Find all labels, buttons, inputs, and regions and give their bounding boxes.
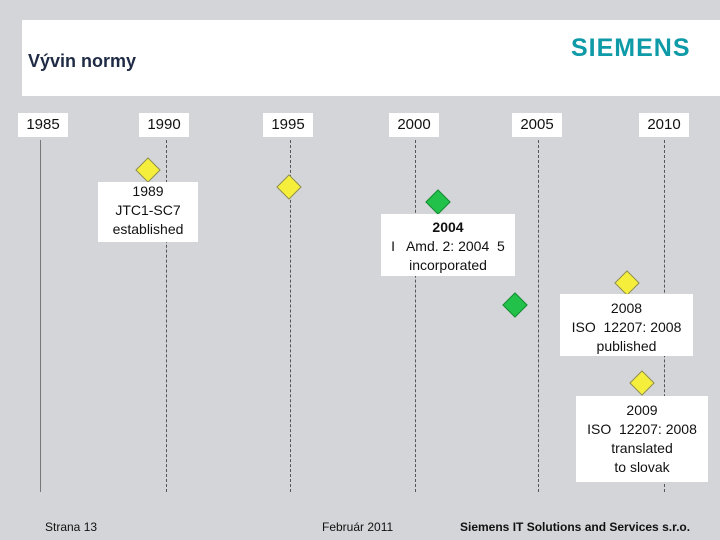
event-2009-line-3: to slovak (614, 459, 670, 475)
year-label-2010: 2010 (639, 113, 689, 137)
page-title: Vývin normy (28, 51, 137, 71)
event-1989-line-1: JTC1-SC7 (115, 202, 181, 218)
timeline-gridline-1995 (290, 140, 291, 492)
year-label-1990: 1990 (139, 113, 189, 137)
event-1989: 1989 JTC1-SC7 established (98, 182, 198, 242)
milestone-2006-marker (502, 292, 528, 318)
event-1989-year: 1989 (132, 183, 164, 199)
event-2009-line-1: ISO 12207: 2008 (587, 421, 697, 437)
footer-date: Február 2011 (322, 520, 394, 534)
year-label-2000: 2000 (389, 113, 439, 137)
milestone-2009-marker (629, 370, 655, 396)
year-label-2005: 2005 (512, 113, 562, 137)
footer-company: Siemens IT Solutions and Services s.r.o. (460, 520, 691, 534)
event-2004-line-2: incorporated (409, 257, 487, 273)
event-2009: 2009 ISO 12207: 2008 translated to slova… (576, 396, 708, 482)
event-2004-line-1: I Amd. 2: 2004 5 (391, 238, 505, 254)
event-2004: 2004 I Amd. 2: 2004 5 incorporated (381, 214, 515, 276)
event-1989-line-2: established (112, 221, 184, 237)
event-2008-line-2: published (596, 338, 657, 354)
event-2009-line-2: translated (611, 440, 673, 456)
header-bar: Vývin normy SIEMENS (22, 20, 720, 96)
milestone-1989-marker (135, 157, 161, 183)
year-label-1985: 1985 (18, 113, 68, 137)
event-2008: 2008 ISO 12207: 2008 published (560, 294, 693, 356)
milestone-1995-marker (276, 174, 302, 200)
year-label-1995: 1995 (263, 113, 313, 137)
milestone-2004-marker (425, 189, 451, 215)
siemens-logo: SIEMENS (571, 34, 691, 62)
milestone-2008-marker (614, 270, 640, 296)
event-2009-year: 2009 (626, 402, 658, 418)
timeline-gridline-2005 (538, 140, 539, 492)
timeline-axis-1985 (40, 140, 41, 492)
timeline-gridline-2000 (415, 140, 416, 492)
event-2008-line-1: ISO 12207: 2008 (571, 319, 682, 335)
timeline-gridline-1990 (166, 140, 167, 492)
footer-page-number: Strana 13 (45, 520, 98, 534)
event-2004-year: 2004 (432, 219, 464, 235)
event-2008-year: 2008 (610, 300, 643, 316)
